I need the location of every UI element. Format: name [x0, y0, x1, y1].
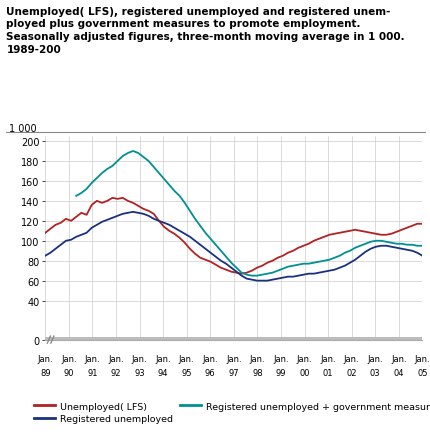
- Text: Unemployed( LFS), registered unemployed and registered unem-
ployed plus governm: Unemployed( LFS), registered unemployed …: [6, 7, 404, 55]
- Text: 02: 02: [346, 368, 356, 378]
- Text: Jan.: Jan.: [225, 355, 241, 364]
- Text: 97: 97: [228, 368, 239, 378]
- Text: 89: 89: [40, 368, 50, 378]
- Text: Jan.: Jan.: [390, 355, 405, 364]
- Legend: Unemployed( LFS), Registered unemployed, Registered unemployed + government meas: Unemployed( LFS), Registered unemployed,…: [31, 398, 430, 427]
- Text: 04: 04: [393, 368, 403, 378]
- Text: 90: 90: [64, 368, 74, 378]
- Text: 91: 91: [87, 368, 98, 378]
- Text: Jan.: Jan.: [178, 355, 194, 364]
- Text: Jan.: Jan.: [202, 355, 218, 364]
- Text: 01: 01: [322, 368, 332, 378]
- Text: Jan.: Jan.: [343, 355, 359, 364]
- Text: 05: 05: [416, 368, 427, 378]
- Text: 98: 98: [252, 368, 262, 378]
- Text: Jan.: Jan.: [84, 355, 100, 364]
- Text: 03: 03: [369, 368, 380, 378]
- Text: 94: 94: [157, 368, 168, 378]
- Text: 92: 92: [111, 368, 121, 378]
- Text: Jan.: Jan.: [37, 355, 53, 364]
- Text: Jan.: Jan.: [61, 355, 77, 364]
- Text: Jan.: Jan.: [155, 355, 171, 364]
- Text: Jan.: Jan.: [132, 355, 147, 364]
- Text: 99: 99: [275, 368, 286, 378]
- Text: Jan.: Jan.: [414, 355, 429, 364]
- Text: 96: 96: [204, 368, 215, 378]
- Text: Jan.: Jan.: [319, 355, 335, 364]
- Text: Jan.: Jan.: [366, 355, 382, 364]
- Text: Jan.: Jan.: [296, 355, 312, 364]
- Text: 93: 93: [134, 368, 144, 378]
- Text: 00: 00: [298, 368, 309, 378]
- Text: Jan.: Jan.: [273, 355, 288, 364]
- Text: Jan.: Jan.: [249, 355, 264, 364]
- Text: 1 000: 1 000: [9, 124, 37, 134]
- Text: 95: 95: [181, 368, 191, 378]
- Text: Jan.: Jan.: [108, 355, 123, 364]
